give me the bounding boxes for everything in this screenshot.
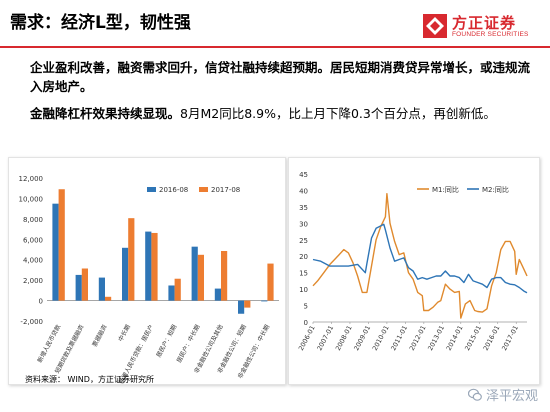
bar-category-label: 票据融资	[90, 323, 108, 348]
loan-bar-chart: -2,000 0 2,000 4,000 6,000 8,000 10,000 12,000 新…	[19, 175, 279, 385]
line-y-tick-label: 5	[304, 303, 308, 311]
bar-s2017-7	[221, 250, 228, 301]
source-note: 资料来源： WIND，方正证券研究所	[25, 375, 154, 384]
paragraph-m2-rest: 8月M2同比8.9%，比上月下降0.3个百分点，再创新低。	[180, 106, 496, 121]
line-y-tick-label: 20	[299, 253, 308, 261]
bar-s2017-0	[58, 189, 65, 301]
paragraph-demand: 企业盈利改善，融资需求回升，信贷社融持续超预期。居民短期消费贷异常增长，或违规流…	[30, 60, 531, 94]
line-x-tick-label: 2006-01	[297, 324, 317, 352]
bar-s2016-7	[214, 288, 221, 301]
bar-y-tick-label: 8,000	[23, 216, 43, 224]
header-divider	[0, 46, 550, 48]
bar-s2017-8	[244, 300, 251, 308]
bar-y-tick-label: 0	[39, 298, 43, 306]
line-series-m2	[312, 223, 528, 294]
page-title: 需求：经济L型，韧性强	[10, 13, 191, 33]
bar-s2016-1	[75, 274, 82, 301]
line-legend-label-1: M2:同比	[482, 185, 509, 194]
bar-s2016-4	[145, 231, 152, 301]
line-x-tick-label: 2010-01	[371, 324, 391, 352]
line-y-tick-label: 10	[299, 286, 308, 294]
bar-s2017-6	[197, 254, 204, 301]
bar-s2016-5	[168, 285, 175, 301]
logo-text-cn: 方正证券	[452, 14, 517, 32]
logo-text-en: FOUNDER SECURITIES	[452, 31, 529, 38]
bar-category-label: 居民户：中长期	[175, 323, 202, 364]
founder-logo-icon	[423, 14, 447, 38]
bar-y-tick-label: 4,000	[23, 257, 43, 265]
bar-legend-label-0: 2016-08	[159, 186, 188, 194]
bar-category-label: 新增人民币贷款	[36, 323, 63, 364]
bar-s2017-9	[267, 263, 274, 301]
line-y-tick-label: 40	[299, 187, 308, 195]
bar-s2016-8	[238, 300, 245, 314]
line-y-tick-label: 15	[299, 270, 308, 278]
line-x-tick-label: 2009-01	[352, 324, 372, 352]
bar-y-tick-label: 6,000	[23, 236, 43, 244]
wechat-icon	[467, 388, 482, 401]
bar-legend-label-1: 2017-08	[211, 186, 240, 194]
bar-category-label: 中长期	[116, 323, 132, 343]
bar-s2016-0	[52, 203, 59, 301]
bar-y-tick-label: 12,000	[19, 175, 44, 183]
loan-bar-chart-panel: -2,000 0 2,000 4,000 6,000 8,000 10,000 12,000 新…	[8, 157, 286, 385]
line-x-tick-label: 2011-01	[389, 324, 409, 352]
money-supply-line-chart-panel: 0 5 10 15 20 25 30 35 40 45 2006-01 2007-01 2008-01 2…	[288, 157, 540, 385]
paragraph-m2-lead: 金融降杠杆效果持续显现。	[30, 106, 181, 121]
bar-y-tick-label: 2,000	[23, 277, 43, 285]
line-series-m1	[312, 193, 528, 319]
watermark-text: 泽平宏观	[485, 389, 538, 404]
line-y-tick-label: 25	[299, 237, 308, 245]
bar-s2017-1	[81, 268, 88, 301]
line-y-tick-label: 0	[304, 319, 308, 327]
line-y-tick-label: 35	[299, 204, 308, 212]
paragraph-m2: 金融降杠杆效果持续显现。8月M2同比8.9%，比上月下降0.3个百分点，再创新低…	[30, 104, 530, 123]
watermark: 泽平宏观	[467, 385, 538, 404]
bar-y-tick-label: -2,000	[20, 318, 43, 326]
line-legend-label-0: M1:同比	[432, 185, 459, 194]
line-x-tick-label: 2016-01	[482, 324, 502, 352]
bar-s2016-2	[98, 277, 105, 301]
bar-s2017-4	[151, 232, 158, 301]
line-x-tick-label: 2008-01	[334, 324, 354, 352]
line-x-tick-label: 2014-01	[445, 324, 465, 352]
bar-y-tick-label: 10,000	[19, 195, 44, 203]
bar-legend-swatch-1	[199, 187, 208, 192]
money-supply-line-chart: 0510152025303540452006-012007-012008-012…	[297, 171, 528, 352]
line-y-tick-label: 45	[299, 171, 308, 179]
line-y-tick-label: 30	[299, 220, 308, 228]
line-x-tick-label: 2015-01	[463, 324, 483, 352]
line-x-tick-label: 2013-01	[426, 324, 446, 352]
line-x-tick-label: 2012-01	[408, 324, 428, 352]
bar-s2017-2	[105, 296, 112, 301]
line-x-tick-label: 2007-01	[315, 324, 335, 352]
bar-category-label: 居民户：短期	[154, 323, 178, 359]
bar-s2017-5	[174, 278, 181, 301]
bar-s2016-6	[191, 246, 198, 301]
line-x-tick-label: 2017-01	[500, 324, 520, 352]
bar-s2017-3	[128, 218, 135, 301]
bar-legend-swatch-0	[147, 187, 156, 192]
brand-logo: 方正证券 FOUNDER SECURITIES	[422, 13, 542, 41]
bar-s2016-3	[122, 247, 129, 301]
bar-s2016-9	[261, 300, 268, 302]
